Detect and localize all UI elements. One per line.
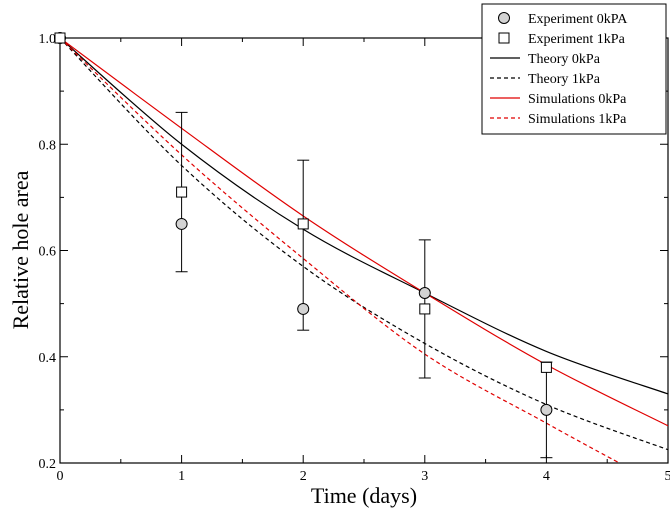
series-markers (54, 32, 553, 459)
legend-symbol-circle (498, 12, 510, 24)
legend-label: Theory 0kPa (528, 52, 601, 67)
y-tick-label: 1.0 (39, 32, 57, 47)
data-point-square (54, 32, 66, 44)
y-tick-label: 0.6 (39, 245, 57, 260)
series-line-5 (60, 38, 668, 427)
x-tick-label: 5 (665, 469, 670, 484)
x-tick-label: 0 (57, 469, 64, 484)
x-tick-label: 4 (543, 469, 550, 484)
x-axis-title: Time (days) (311, 483, 417, 508)
y-axis-title: Relative hole area (8, 170, 33, 329)
x-tick-label: 2 (300, 469, 307, 484)
data-point-square (419, 303, 431, 315)
series-line-4 (60, 38, 668, 451)
series-layer (54, 32, 668, 463)
series-line-3 (60, 38, 668, 395)
legend-label: Theory 1kPa (528, 72, 601, 87)
data-point-circle (418, 287, 431, 299)
legend-label: Simulations 1kPa (528, 112, 627, 127)
legend-label: Simulations 0kPa (528, 92, 627, 107)
data-point-square (176, 186, 188, 198)
legend-label: Experiment 0kPA (528, 12, 628, 27)
data-point-square (540, 361, 552, 373)
legend-label: Experiment 1kPa (528, 32, 626, 47)
legend-box (481, 3, 667, 135)
legend: Experiment 0kPA Experiment 1kPa Theory 0kP… (481, 3, 667, 135)
data-point-square (297, 218, 309, 230)
x-tick-label: 1 (178, 469, 185, 484)
legend-symbol-square (498, 32, 510, 44)
y-tick-label: 0.8 (39, 138, 57, 153)
data-point-circle (297, 302, 310, 315)
x-tick-label: 3 (421, 469, 428, 484)
y-tick-label: 0.4 (39, 351, 57, 366)
y-tick-label: 0.2 (39, 457, 57, 472)
data-point-circle (540, 403, 553, 416)
data-point-circle (175, 217, 188, 230)
